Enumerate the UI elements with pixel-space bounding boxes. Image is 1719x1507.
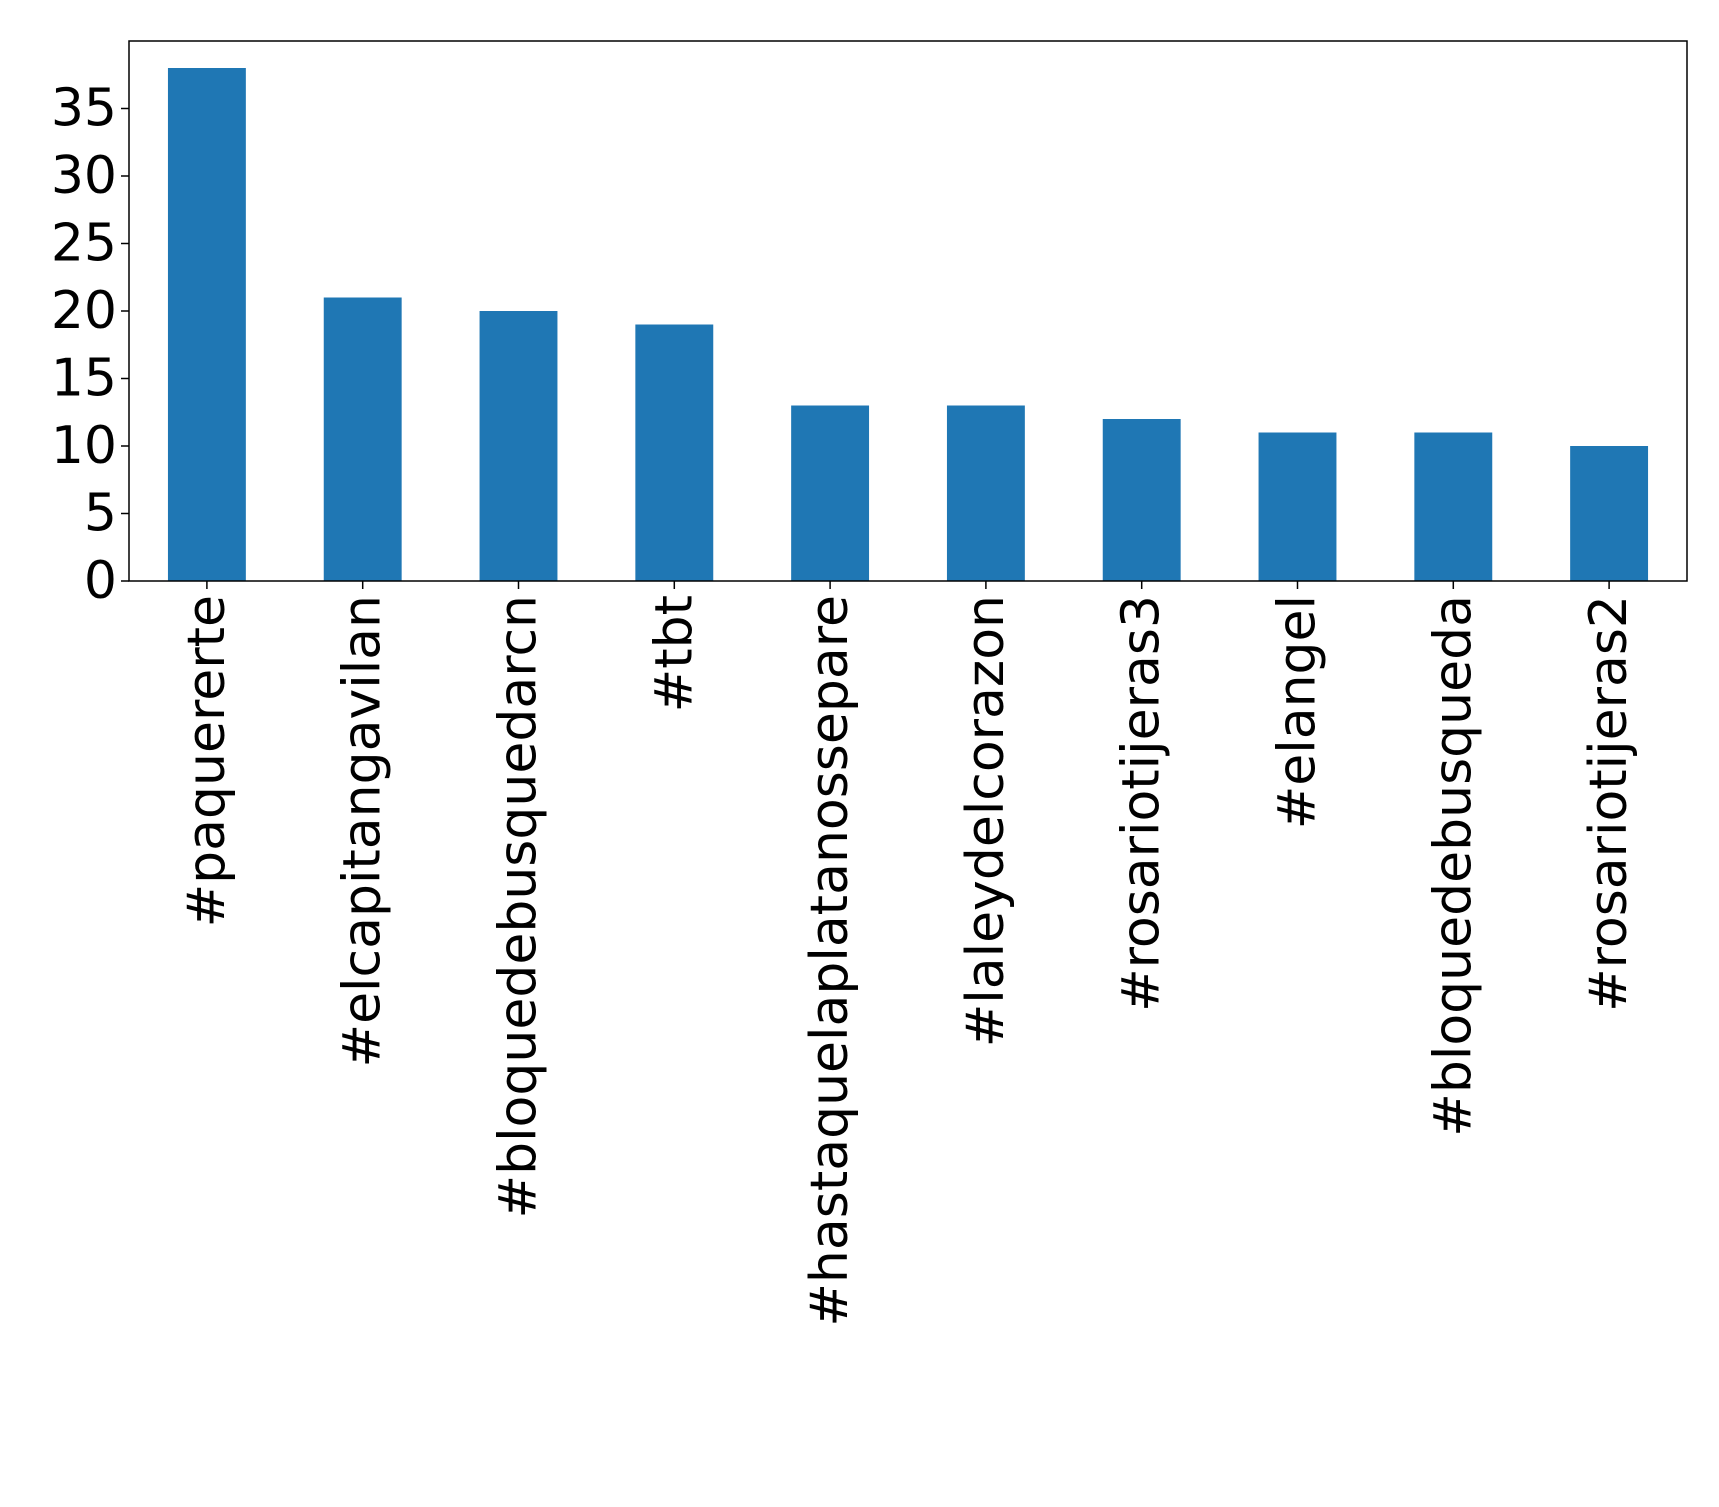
- y-tick-label-3: 15: [51, 349, 117, 409]
- y-tick-label-7: 35: [51, 79, 117, 139]
- x-tick-label-9: #rosariotijeras2: [1579, 595, 1639, 1012]
- x-tick-label-1: #elcapitangavilan: [333, 595, 393, 1068]
- x-tick-label-3: #tbt: [644, 595, 704, 712]
- y-tick-label-2: 10: [51, 416, 117, 476]
- x-tick-label-8: #bloquedebusqueda: [1423, 595, 1483, 1137]
- bar-6: [1102, 419, 1181, 581]
- x-tick-label-7: #elangel: [1268, 595, 1328, 829]
- x-tick-label-5: #laleydelcorazon: [956, 595, 1016, 1047]
- bar-2: [479, 311, 558, 581]
- x-tick-label-0: #paquererte: [177, 595, 237, 927]
- y-tick-label-6: 30: [51, 146, 117, 206]
- y-axis: 0 5 10 15 20 25 30 35: [51, 79, 129, 611]
- x-tick-label-2: #bloquedebusquedarcn: [489, 595, 549, 1218]
- bar-0: [167, 68, 246, 581]
- x-tick-label-6: #rosariotijeras3: [1112, 595, 1172, 1012]
- plot-frame: [128, 40, 1688, 582]
- bar-3: [635, 324, 714, 581]
- y-tick-label-5: 25: [51, 214, 117, 274]
- bar-8: [1414, 432, 1493, 581]
- bar-7: [1258, 432, 1337, 581]
- bar-5: [946, 405, 1025, 581]
- bar-4: [791, 405, 870, 581]
- y-tick-label-4: 20: [51, 281, 117, 341]
- x-axis: #paquererte #elcapitangavilan #bloquedebus…: [177, 581, 1639, 1327]
- bars-group: [167, 68, 1649, 581]
- x-tick-label-4: #hastaquelaplatanossepare: [800, 595, 860, 1327]
- y-tick-label-1: 5: [84, 484, 117, 544]
- y-tick-label-0: 0: [84, 551, 117, 611]
- bar-9: [1570, 446, 1649, 581]
- bar-1: [323, 297, 402, 581]
